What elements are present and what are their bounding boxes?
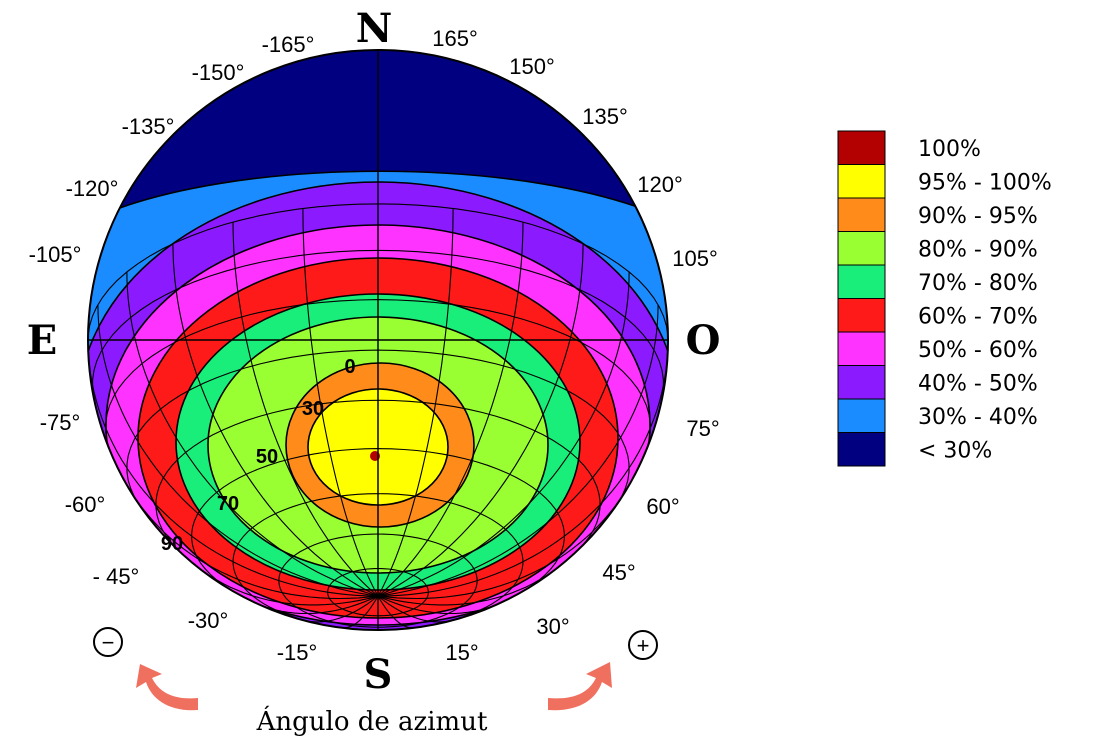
- right-arrow-icon: [548, 662, 612, 711]
- legend-swatch: [837, 231, 886, 266]
- azimuth-label: -135°: [122, 114, 175, 139]
- legend-swatch: [837, 197, 886, 232]
- legend-swatch: [837, 298, 886, 333]
- legend-label: 70% - 80%: [918, 271, 1038, 296]
- inclination-label: 30: [302, 398, 324, 420]
- legend-label: 95% - 100%: [918, 171, 1052, 196]
- azimuth-label: -120°: [66, 176, 119, 201]
- azimuth-label: -15°: [277, 640, 318, 665]
- grid-line: [172, 243, 379, 597]
- legend-swatch: [837, 432, 886, 467]
- legend-label: 90% - 95%: [918, 204, 1038, 229]
- grid-line: [377, 304, 659, 597]
- outline-30: [89, 170, 668, 221]
- legend: 100% 95% - 100% 90% - 95% 80% - 90% 70% - 80…: [837, 130, 1052, 467]
- left-arrow-icon: [136, 664, 198, 711]
- legend-swatch: [837, 164, 886, 199]
- grid-line: [377, 243, 584, 597]
- azimuth-label: -150°: [192, 60, 245, 85]
- legend-label: 60% - 70%: [918, 305, 1038, 330]
- azimuth-label: -60°: [65, 492, 106, 517]
- legend-label: < 30%: [918, 439, 992, 464]
- legend-swatch: [837, 130, 886, 165]
- azimuth-label: 30°: [536, 614, 569, 639]
- azimuth-title: Ángulo de azimut: [256, 705, 488, 737]
- legend-label: 80% - 90%: [918, 238, 1038, 263]
- inclination-label: 90: [161, 533, 183, 555]
- grid-line: [377, 476, 635, 600]
- plus-symbol-label: +: [637, 633, 650, 658]
- grid-line: [88, 339, 379, 597]
- legend-label: 30% - 40%: [918, 405, 1038, 430]
- east-label: E: [27, 317, 58, 364]
- south-label: S: [364, 651, 393, 698]
- inclination-label: 70: [217, 493, 239, 515]
- grid-line: [377, 208, 454, 597]
- minus-symbol-label: −: [102, 630, 115, 655]
- outline-90: [285, 362, 475, 528]
- azimuth-label: -105°: [29, 242, 82, 267]
- grid-line: [377, 339, 668, 597]
- azimuth-label: 150°: [509, 54, 555, 79]
- legend-swatch: [837, 365, 886, 400]
- west-label: O: [686, 317, 721, 364]
- azimuth-label: -165°: [262, 32, 315, 57]
- legend-label: 100%: [918, 137, 981, 162]
- legend-swatch: [837, 264, 886, 299]
- grid-line: [232, 222, 379, 597]
- azimuth-label: 120°: [637, 172, 683, 197]
- inclination-label: 0: [344, 356, 355, 378]
- azimuth-label: 135°: [582, 104, 628, 129]
- plus-symbol: +: [628, 630, 658, 660]
- azimuth-label: 105°: [672, 246, 718, 271]
- grid-line: [121, 476, 379, 600]
- inclination-label: 50: [256, 446, 278, 468]
- minus-symbol: −: [93, 627, 123, 657]
- grid-line: [377, 222, 524, 597]
- grid-line: [302, 208, 379, 597]
- azimuth-label: 15°: [445, 640, 478, 665]
- azimuth-label: - 45°: [93, 564, 140, 589]
- azimuth-label: 165°: [432, 26, 478, 51]
- azimuth-label: -30°: [188, 608, 229, 633]
- azimuth-label: 60°: [646, 494, 679, 519]
- legend-label: 40% - 50%: [918, 372, 1038, 397]
- legend-swatch: [837, 331, 886, 366]
- azimuth-label: 45°: [602, 560, 635, 585]
- north-label: N: [356, 5, 393, 52]
- azimuth-label: -75°: [40, 410, 81, 435]
- azimuth-label: 75°: [686, 416, 719, 441]
- legend-swatch: [837, 398, 886, 433]
- grid-line: [97, 304, 379, 597]
- legend-label: 50% - 60%: [918, 338, 1038, 363]
